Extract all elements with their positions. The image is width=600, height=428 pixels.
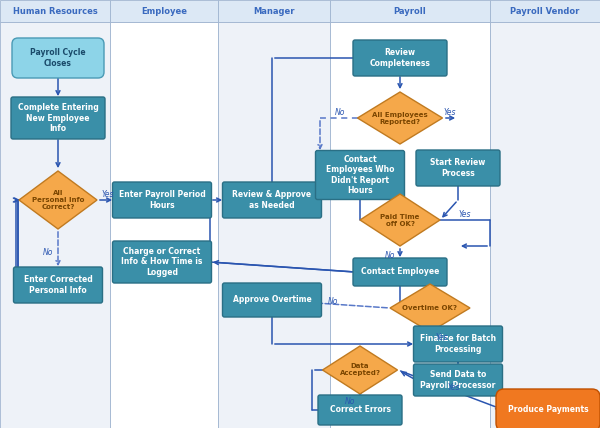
FancyBboxPatch shape [113,182,212,218]
Text: No: No [345,398,355,407]
Text: Start Review
Process: Start Review Process [430,158,485,178]
Text: Payroll Vendor: Payroll Vendor [511,6,580,15]
Text: No: No [385,250,395,259]
Text: Yes: Yes [448,383,460,392]
Polygon shape [19,171,97,229]
Bar [218,22,330,428]
Text: Finalize for Batch
Processing: Finalize for Batch Processing [420,334,496,354]
FancyBboxPatch shape [413,326,503,362]
FancyBboxPatch shape [416,150,500,186]
Text: Enter Corrected
Personal Info: Enter Corrected Personal Info [23,275,92,295]
Bar [490,0,600,22]
Text: Paid Time
off OK?: Paid Time off OK? [380,214,419,226]
Text: Approve Overtime: Approve Overtime [233,295,311,304]
Text: Yes: Yes [102,190,114,199]
Text: Manager: Manager [253,6,295,15]
Text: Employee: Employee [141,6,187,15]
Polygon shape [390,284,470,332]
Polygon shape [358,92,443,144]
Text: All
Personal Info
Correct?: All Personal Info Correct? [32,190,84,210]
Text: Payroll Cycle
Closes: Payroll Cycle Closes [30,48,86,68]
FancyBboxPatch shape [318,395,402,425]
Text: Human Resources: Human Resources [13,6,97,15]
Text: Review
Completeness: Review Completeness [370,48,430,68]
FancyBboxPatch shape [496,389,600,428]
FancyBboxPatch shape [12,38,104,78]
Text: Complete Entering
New Employee
Info: Complete Entering New Employee Info [17,103,98,133]
Text: Charge or Correct
Info & How Time is
Logged: Charge or Correct Info & How Time is Log… [121,247,203,277]
Polygon shape [360,194,440,246]
FancyBboxPatch shape [14,267,103,303]
Polygon shape [323,346,398,394]
Text: No: No [328,297,338,306]
FancyBboxPatch shape [413,364,503,396]
FancyBboxPatch shape [353,40,447,76]
Text: Review & Approve
as Needed: Review & Approve as Needed [232,190,311,210]
Text: Yes: Yes [459,209,471,219]
Bar [110,0,218,22]
Text: Contact
Employees Who
Didn't Report
Hours: Contact Employees Who Didn't Report Hour… [326,155,394,195]
FancyBboxPatch shape [223,182,322,218]
Bar [490,22,600,428]
Bar [110,22,218,428]
FancyBboxPatch shape [11,97,105,139]
Bar [330,0,490,22]
Text: Correct Errors: Correct Errors [329,405,391,414]
Text: Data
Accepted?: Data Accepted? [340,363,380,377]
FancyBboxPatch shape [316,151,404,199]
FancyBboxPatch shape [353,258,447,286]
Text: Yes: Yes [444,107,456,116]
Bar [0,0,110,22]
Text: Yes: Yes [436,333,448,342]
Bar [218,0,330,22]
Text: No: No [335,107,345,116]
Bar [330,22,490,428]
Text: All Employees
Reported?: All Employees Reported? [372,112,428,125]
FancyBboxPatch shape [113,241,212,283]
Text: Contact Employee: Contact Employee [361,268,439,276]
Bar [0,22,110,428]
FancyBboxPatch shape [223,283,322,317]
Text: Payroll: Payroll [394,6,427,15]
Text: Send Data to
Payroll Processor: Send Data to Payroll Processor [421,370,496,390]
Text: Enter Payroll Period
Hours: Enter Payroll Period Hours [119,190,205,210]
Text: No: No [43,247,53,256]
Text: Overtime OK?: Overtime OK? [403,305,458,311]
Text: Produce Payments: Produce Payments [508,405,589,414]
